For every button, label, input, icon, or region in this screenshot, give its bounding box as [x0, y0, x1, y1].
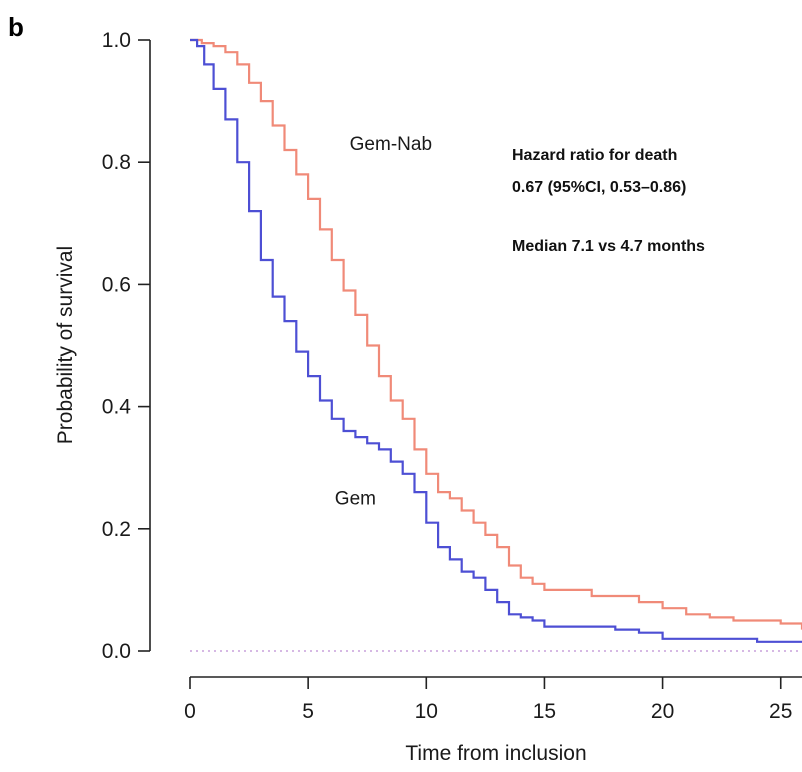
median-survival-text: Median 7.1 vs 4.7 months — [512, 238, 705, 255]
x-axis-ticks: 0 5 10 15 20 25 — [184, 677, 792, 723]
y-axis-ticks: 0.0 0.2 0.4 0.6 0.8 1.0 — [102, 29, 150, 663]
annotation-block: Hazard ratio for death 0.67 (95%CI, 0.53… — [512, 147, 705, 255]
series-labels: Gem-Nab Gem — [335, 134, 432, 509]
x-tick-label: 25 — [769, 700, 792, 723]
y-tick-label: 0.6 — [102, 273, 131, 296]
x-axis-title: Time from inclusion — [405, 742, 586, 765]
x-tick-label: 0 — [184, 700, 196, 723]
series-line-gem — [190, 38, 802, 643]
series-line-gem-nab — [190, 38, 802, 630]
series-label-gem-nab: Gem-Nab — [350, 134, 432, 155]
x-tick-label: 10 — [415, 700, 438, 723]
y-tick-label: 0.2 — [102, 518, 131, 541]
y-axis-title: Probability of survival — [54, 246, 77, 444]
x-tick-label: 5 — [302, 700, 314, 723]
y-tick-label: 1.0 — [102, 29, 131, 52]
y-tick-label: 0.4 — [102, 396, 132, 419]
y-tick-label: 0.8 — [102, 151, 131, 174]
panel-label: b — [8, 12, 24, 42]
series-lines — [190, 38, 802, 643]
hazard-ratio-heading: Hazard ratio for death — [512, 147, 677, 164]
y-tick-label: 0.0 — [102, 640, 131, 663]
hazard-ratio-value: 0.67 (95%CI, 0.53–0.86) — [512, 179, 686, 196]
series-label-gem: Gem — [335, 488, 376, 509]
x-tick-label: 15 — [533, 700, 556, 723]
x-tick-label: 20 — [651, 700, 674, 723]
